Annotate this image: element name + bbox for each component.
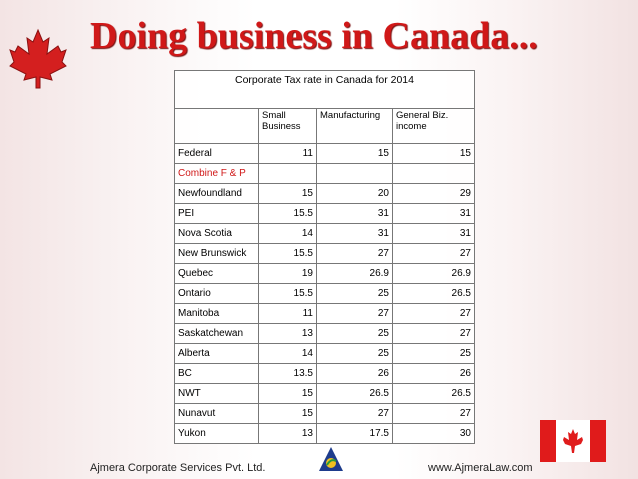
cell: 31 [316, 203, 393, 224]
table-row: Yukon 13 17.5 30 [174, 423, 475, 444]
row-label: Saskatchewan [174, 323, 259, 344]
row-label: Federal [174, 143, 259, 164]
row-label: Quebec [174, 263, 259, 284]
cell: 26.5 [392, 283, 475, 304]
row-label: Manitoba [174, 303, 259, 324]
cell: 27 [392, 303, 475, 324]
row-label: Yukon [174, 423, 259, 444]
cell: 26.9 [316, 263, 393, 284]
cell: 30 [392, 423, 475, 444]
cell: 27 [392, 403, 475, 424]
table-caption: Corporate Tax rate in Canada for 2014 [174, 70, 475, 109]
column-header: Small Business [258, 108, 317, 144]
table-row: New Brunswick 15.5 27 27 [174, 243, 475, 264]
table-row: Federal 11 15 15 [174, 143, 475, 164]
table-row: Quebec 19 26.9 26.9 [174, 263, 475, 284]
cell: 26 [316, 363, 393, 384]
cell: 25 [392, 343, 475, 364]
cell: 15 [316, 143, 393, 164]
row-label: New Brunswick [174, 243, 259, 264]
cell: 27 [316, 243, 393, 264]
column-header: General Biz. income [392, 108, 475, 144]
cell: 13 [258, 323, 317, 344]
cell: 25 [316, 343, 393, 364]
footer-left: Ajmera Corporate Services Pvt. Ltd. [90, 462, 266, 474]
cell: 15 [258, 183, 317, 204]
cell: 15 [258, 383, 317, 404]
caption-row: Corporate Tax rate in Canada for 2014 [174, 70, 475, 109]
table-row: Saskatchewan 13 25 27 [174, 323, 475, 344]
cell: 13.5 [258, 363, 317, 384]
row-label: BC [174, 363, 259, 384]
cell: 26 [392, 363, 475, 384]
cell: 26.9 [392, 263, 475, 284]
tax-table: Corporate Tax rate in Canada for 2014 Sma… [174, 70, 475, 444]
cell: 15.5 [258, 283, 317, 304]
cell: 15 [258, 403, 317, 424]
cell: 27 [392, 323, 475, 344]
header-cell [174, 108, 259, 144]
cell: 15 [392, 143, 475, 164]
cell: 17.5 [316, 423, 393, 444]
cell: 15.5 [258, 203, 317, 224]
cell: 15.5 [258, 243, 317, 264]
cell: 29 [392, 183, 475, 204]
cell: 27 [392, 243, 475, 264]
row-label: NWT [174, 383, 259, 404]
column-header: Manufacturing [316, 108, 393, 144]
row-label: Nunavut [174, 403, 259, 424]
row-label: Ontario [174, 283, 259, 304]
cell: 25 [316, 323, 393, 344]
maple-leaf [9, 28, 67, 89]
table-row: Nova Scotia 14 31 31 [174, 223, 475, 244]
row-label: Alberta [174, 343, 259, 364]
table-row: Nunavut 15 27 27 [174, 403, 475, 424]
cell: 14 [258, 343, 317, 364]
cell: 20 [316, 183, 393, 204]
table-row: Ontario 15.5 25 26.5 [174, 283, 475, 304]
row-label: Combine F & P [174, 163, 259, 184]
row-label: Nova Scotia [174, 223, 259, 244]
table-row: BC 13.5 26 26 [174, 363, 475, 384]
cell: 31 [392, 223, 475, 244]
column-header-row: Small Business Manufacturing General Biz. … [174, 108, 475, 144]
row-label: PEI [174, 203, 259, 224]
cell: 11 [258, 303, 317, 324]
slide-title: Doing business in Canada... [90, 15, 538, 57]
cell [392, 163, 475, 184]
canada-flag [540, 420, 606, 462]
table-row: NWT 15 26.5 26.5 [174, 383, 475, 404]
table-row: Combine F & P [174, 163, 475, 184]
logo [319, 447, 343, 471]
cell: 27 [316, 303, 393, 324]
cell: 26.5 [392, 383, 475, 404]
cell: 26.5 [316, 383, 393, 404]
footer-right: www.AjmeraLaw.com [428, 462, 533, 474]
cell: 11 [258, 143, 317, 164]
table-row: Alberta 14 25 25 [174, 343, 475, 364]
cell: 14 [258, 223, 317, 244]
cell: 31 [392, 203, 475, 224]
cell [258, 163, 317, 184]
cell: 25 [316, 283, 393, 304]
cell [316, 163, 393, 184]
row-label: Newfoundland [174, 183, 259, 204]
table-row: Manitoba 11 27 27 [174, 303, 475, 324]
cell: 31 [316, 223, 393, 244]
cell: 19 [258, 263, 317, 284]
cell: 27 [316, 403, 393, 424]
table-row: Newfoundland 15 20 29 [174, 183, 475, 204]
table-row: PEI 15.5 31 31 [174, 203, 475, 224]
cell: 13 [258, 423, 317, 444]
